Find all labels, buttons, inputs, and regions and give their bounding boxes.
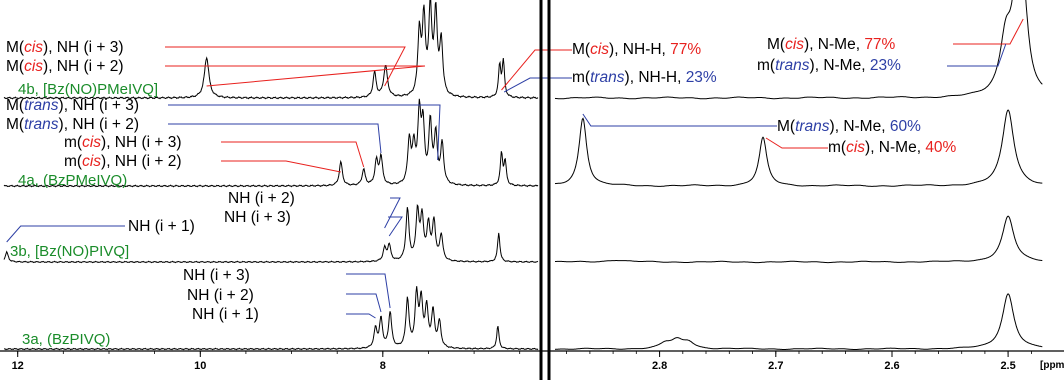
leader-line-4	[503, 77, 572, 93]
axis-tick-label-8: 8	[380, 360, 386, 372]
peak-label-12: m(cis), N-Me, 40%	[828, 139, 957, 156]
leader-line-3	[501, 49, 572, 91]
spectrum-trace-4-right	[554, 293, 1043, 350]
axis-tick-label-2.6: 2.6	[884, 360, 899, 372]
leader-line-2	[165, 65, 426, 87]
peak-label-18: NH (i + 1)	[192, 306, 259, 323]
leader-line-12	[765, 137, 828, 149]
sample-label-4: 3a, (BzPIVQ)	[22, 331, 110, 348]
spectrum-trace-2-left	[3, 98, 539, 188]
peak-label-5: M(cis), N-Me, 77%	[767, 36, 896, 53]
peak-label-13: NH (i + 2)	[228, 190, 295, 207]
peak-label-10: m(cis), NH (i + 2)	[64, 153, 182, 170]
peak-label-16: NH (i + 3)	[183, 267, 250, 284]
leader-line-14	[388, 216, 403, 237]
spectrum-trace-1-left	[3, 0, 539, 100]
leader-line-6	[947, 43, 1007, 67]
peak-label-3: M(cis), NH-H, 77%	[572, 41, 701, 58]
peak-label-6: m(trans), N-Me, 23%	[757, 57, 901, 74]
leader-line-16	[346, 273, 391, 309]
peak-label-2: M(cis), NH (i + 2)	[6, 58, 124, 75]
leader-line-5	[953, 18, 1024, 45]
leader-line-8	[168, 123, 382, 154]
sample-labels-layer: 4b, [Bz(NO)PMeIVQ] 4a, (BzPMeIVQ) 3b, [Bz(…	[10, 81, 158, 348]
peak-label-17: NH (i + 2)	[187, 287, 254, 304]
axis-tick-label-10: 10	[194, 360, 206, 372]
leader-line-18	[346, 313, 376, 319]
axis-tick-label-2.7: 2.7	[768, 360, 783, 372]
peak-label-15: NH (i + 1)	[128, 218, 195, 235]
leader-lines-layer	[6, 18, 1024, 319]
peak-label-4: m(trans), NH-H, 23%	[572, 69, 717, 86]
peak-label-7: M(trans), NH (i + 3)	[6, 97, 139, 114]
axis-unit-label: [ppm]	[1040, 360, 1064, 371]
spectrum-trace-2-right	[554, 109, 1043, 187]
leader-line-7	[168, 104, 441, 161]
sample-label-1: 4b, [Bz(NO)PMeIVQ]	[18, 81, 158, 98]
leader-line-9	[221, 141, 365, 168]
spectrum-trace-1-right	[554, 0, 1043, 100]
spectra-layer	[3, 0, 1043, 351]
leader-line-1	[165, 46, 406, 87]
peak-label-8: M(trans), NH (i + 2)	[6, 116, 139, 133]
leader-line-13	[384, 197, 401, 229]
axis-tick-label-12: 12	[12, 360, 24, 372]
peak-labels-layer: M(cis), NH (i + 3) M(cis), NH (i + 2) M(ci…	[6, 36, 957, 323]
leader-line-11	[582, 113, 777, 127]
peak-label-1: M(cis), NH (i + 3)	[6, 39, 124, 56]
sample-label-3: 3b, [Bz(NO)PIVQ]	[10, 243, 129, 260]
leader-line-17	[346, 293, 382, 313]
axis-tick-label-2.8: 2.8	[652, 360, 667, 372]
leader-line-10	[221, 160, 341, 173]
spectrum-trace-3-left	[3, 204, 539, 264]
peak-label-11: M(trans), N-Me, 60%	[777, 118, 921, 135]
spectrum-trace-3-right	[555, 215, 1043, 264]
panel-divider	[539, 0, 551, 380]
peak-label-9: m(cis), NH (i + 3)	[64, 134, 182, 151]
spectrum-trace-4-left	[4, 286, 539, 351]
ppm-axis: 12 10 8 2.8 2.7 2.6 2.5 [ppm]	[0, 350, 1064, 372]
leader-line-15	[6, 225, 125, 243]
axis-tick-label-2.5: 2.5	[1000, 360, 1015, 372]
peak-label-14: NH (i + 3)	[224, 209, 291, 226]
sample-label-2: 4a, (BzPMeIVQ)	[18, 172, 127, 189]
